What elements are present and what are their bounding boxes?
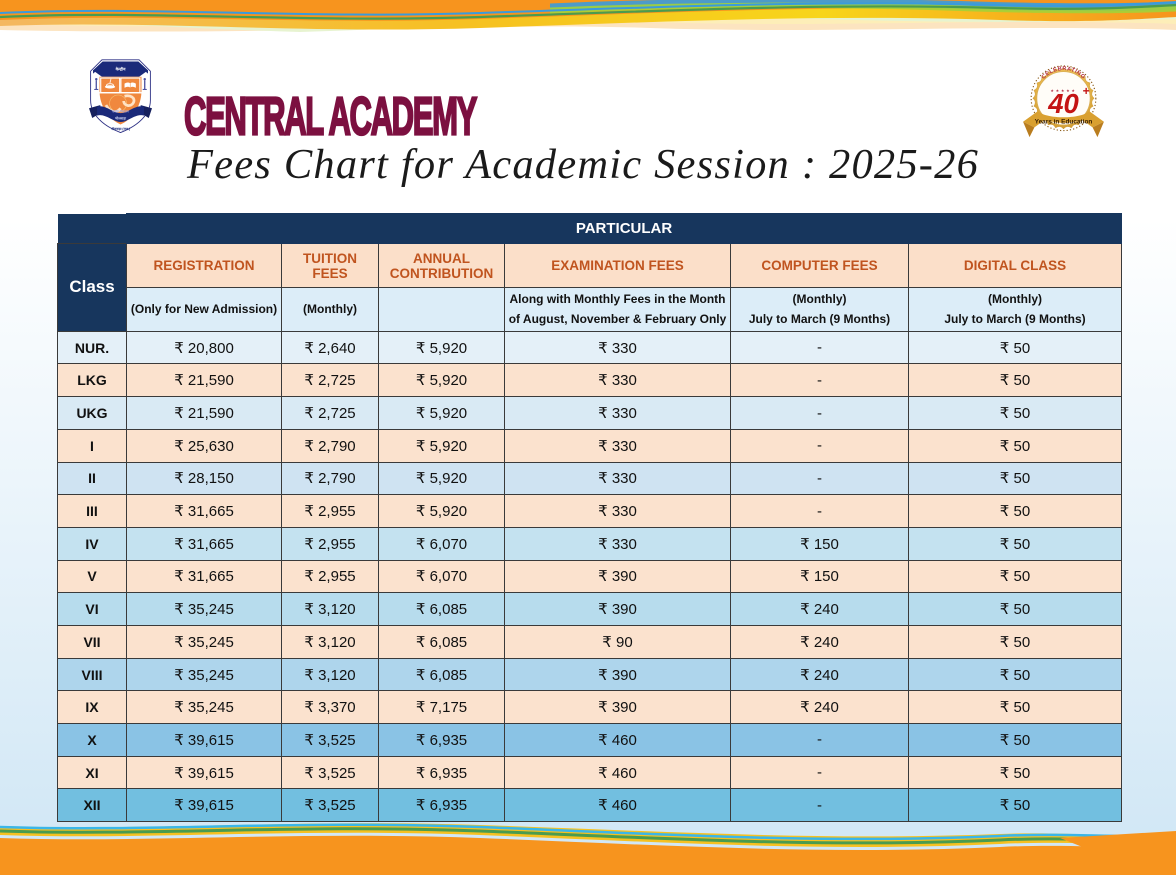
svg-text:केन्द्रीय विद्यालय: केन्द्रीय विद्यालय xyxy=(111,109,129,113)
svg-text:CENTRAL ACADEMY: CENTRAL ACADEMY xyxy=(184,87,477,142)
svg-text:40: 40 xyxy=(1047,88,1079,119)
svg-text:Years in Education: Years in Education xyxy=(1035,118,1093,125)
svg-text:भीलवाड़ा: भीलवाड़ा xyxy=(115,116,126,121)
svg-text:केन्द्रीय: केन्द्रीय xyxy=(115,66,126,71)
svg-text:+: + xyxy=(1083,84,1090,98)
svg-text:भीलवाड़ा (राज.): भीलवाड़ा (राज.) xyxy=(111,127,130,131)
